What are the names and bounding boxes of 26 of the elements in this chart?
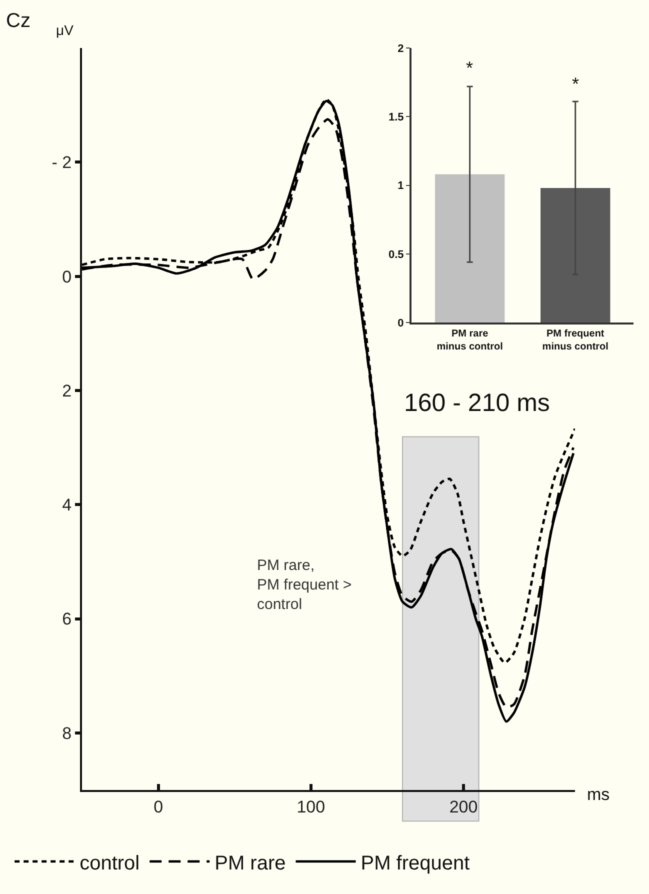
x-tick-label: 200 [449,797,478,816]
annotation: PM rare, PM frequent > control [257,557,352,613]
y-axis-title: μV [56,22,74,38]
y-tick-label: 0 [398,317,404,330]
x-tick-label: PM rare minus control [436,328,504,352]
legend-label: control [80,852,140,874]
x-tick-label: 100 [296,797,326,816]
legend-label: PM frequent [360,852,470,874]
y-tick-label: - 2 [52,153,72,172]
chart-title: Cz [6,10,30,32]
y-tick-label: 4 [62,496,72,515]
y-tick-label: 6 [62,610,72,629]
x-tick-label: PM frequent minus control [542,328,609,352]
y-tick-label: 1 [398,180,404,192]
y-tick-label: 8 [62,724,72,743]
band-label: 160 - 210 ms [404,389,550,417]
y-tick-label: 1.5 [388,111,404,124]
legend-label: PM rare [214,852,286,874]
y-tick-label: 2 [62,381,72,400]
x-axis-title: ms [587,785,610,804]
y-tick-label: 2 [398,42,404,55]
y-tick-label: 0.5 [388,248,404,261]
y-tick-label: 0 [62,267,72,286]
annotation: * [572,74,580,94]
annotation: * [466,58,474,78]
x-tick-label: 0 [154,797,164,816]
